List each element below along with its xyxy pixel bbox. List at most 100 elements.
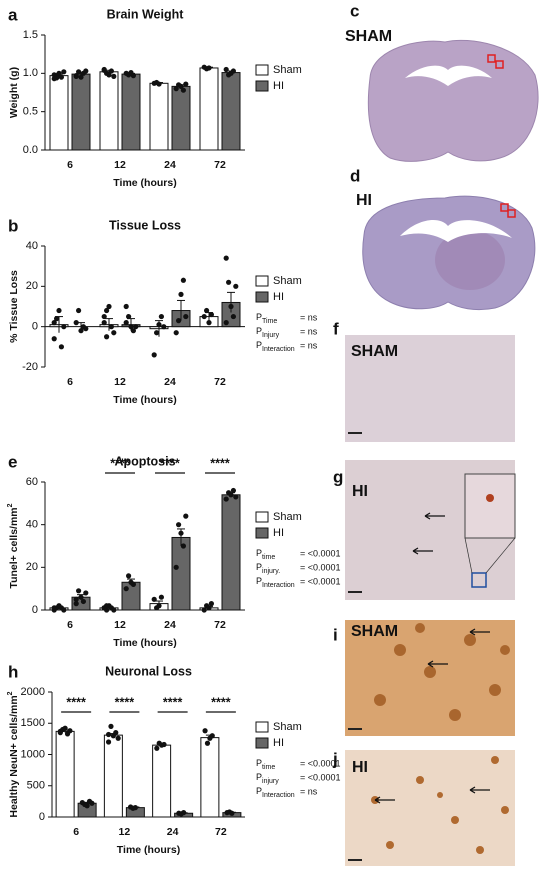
data-point: [61, 324, 67, 330]
y-tick-label: 0: [39, 811, 45, 823]
data-point: [154, 330, 160, 336]
chart-title: Brain Weight: [107, 7, 185, 21]
micrograph: [345, 750, 515, 866]
data-point: [208, 601, 214, 607]
data-point: [208, 311, 214, 318]
significance: ****: [66, 695, 86, 709]
data-point: [108, 68, 114, 74]
data-point: [108, 324, 114, 330]
brain-section: [367, 39, 539, 162]
arrow: [469, 786, 490, 794]
data-point: [54, 316, 60, 322]
neurons: [371, 756, 509, 854]
error-bar: [177, 299, 185, 321]
data-point: [151, 352, 157, 358]
x-tick-label: 24: [164, 159, 176, 171]
data-point: [223, 66, 229, 73]
y-tick-label: -20: [22, 361, 38, 373]
data-point: [104, 603, 110, 609]
data-point: [180, 87, 186, 93]
error-bar: [105, 318, 113, 331]
data-point: [201, 607, 207, 613]
x-tick-label: 24: [167, 826, 179, 838]
stat-annotation: PInjury: [256, 326, 280, 338]
data-point: [223, 496, 229, 502]
arrow: [427, 660, 448, 668]
x-tick-label: 72: [214, 376, 226, 388]
x-tick-label: 72: [214, 619, 226, 631]
y-tick-label: 500: [27, 780, 45, 792]
data-point: [76, 69, 82, 75]
data-point: [230, 313, 236, 320]
panel-letter: f: [333, 319, 339, 338]
data-point: [173, 330, 179, 336]
significance: ****: [110, 456, 130, 470]
panel-g: g HI: [333, 460, 516, 600]
data-point: [180, 543, 186, 549]
arrow: [412, 547, 433, 555]
data-point: [78, 328, 84, 334]
y-tick-label: 0: [32, 321, 38, 333]
data-point: [104, 307, 110, 314]
roi-box: [495, 60, 504, 69]
stat-p: P: [256, 772, 262, 782]
data-point: [178, 530, 184, 536]
x-tick-label: 6: [67, 159, 73, 171]
x-tick-label: 12: [114, 376, 126, 388]
panel-letter: c: [350, 1, 359, 20]
data-point: [173, 564, 179, 570]
data-point: [58, 344, 64, 350]
stat-result: = ns: [300, 312, 318, 322]
data-point: [83, 326, 89, 332]
image-label: HI: [352, 759, 368, 776]
bar: [152, 744, 172, 818]
y-tick-label: 1.5: [23, 29, 38, 41]
stat-sub: Interaction: [262, 792, 295, 799]
panel-letter: d: [350, 166, 360, 185]
data-point: [173, 86, 179, 92]
y-axis-label: Weight (g): [8, 67, 20, 118]
zoom-line: [485, 537, 516, 574]
panel-letter: a: [8, 5, 18, 24]
data-point: [111, 330, 117, 336]
panel-letter: g: [333, 467, 343, 486]
data-point: [56, 307, 62, 314]
ventricle: [405, 65, 492, 86]
stat-result: = <0.0001: [300, 576, 341, 586]
significance: ****: [210, 456, 230, 470]
data-point: [178, 83, 184, 89]
bar: [200, 737, 220, 818]
data-point: [230, 487, 236, 494]
data-point: [176, 522, 182, 528]
panel-i: i SHAM: [333, 620, 515, 736]
data-point: [78, 74, 84, 80]
bar: [199, 67, 219, 151]
data-point: [156, 322, 162, 328]
stat-p: P: [256, 562, 262, 572]
stat-p: P: [256, 758, 262, 768]
data-point: [84, 803, 90, 809]
data-point: [76, 588, 82, 594]
x-tick-label: 6: [67, 619, 73, 631]
stat-result: = ns: [300, 340, 318, 350]
data-point: [111, 607, 117, 613]
data-point: [67, 728, 73, 734]
data-point: [126, 573, 132, 579]
stat-result: = <0.0001: [300, 758, 341, 768]
data-point: [58, 74, 64, 80]
data-point: [111, 73, 117, 79]
x-tick-label: 6: [67, 376, 73, 388]
data-point: [226, 279, 232, 285]
data-point: [158, 313, 164, 320]
chart-title: Neuronal Loss: [105, 664, 192, 678]
image-label: SHAM: [345, 28, 392, 45]
stat-annotation: Pinjury: [256, 772, 279, 784]
x-axis-label: Time (hours): [117, 844, 180, 856]
data-point: [106, 72, 112, 78]
data-point: [151, 596, 157, 602]
significance: ****: [160, 456, 180, 470]
stat-annotation: PInteraction: [256, 340, 295, 352]
data-point: [61, 69, 67, 75]
data-point: [204, 307, 210, 314]
y-axis-label-text: Healthy NeuN+ cells/mm: [8, 695, 20, 817]
